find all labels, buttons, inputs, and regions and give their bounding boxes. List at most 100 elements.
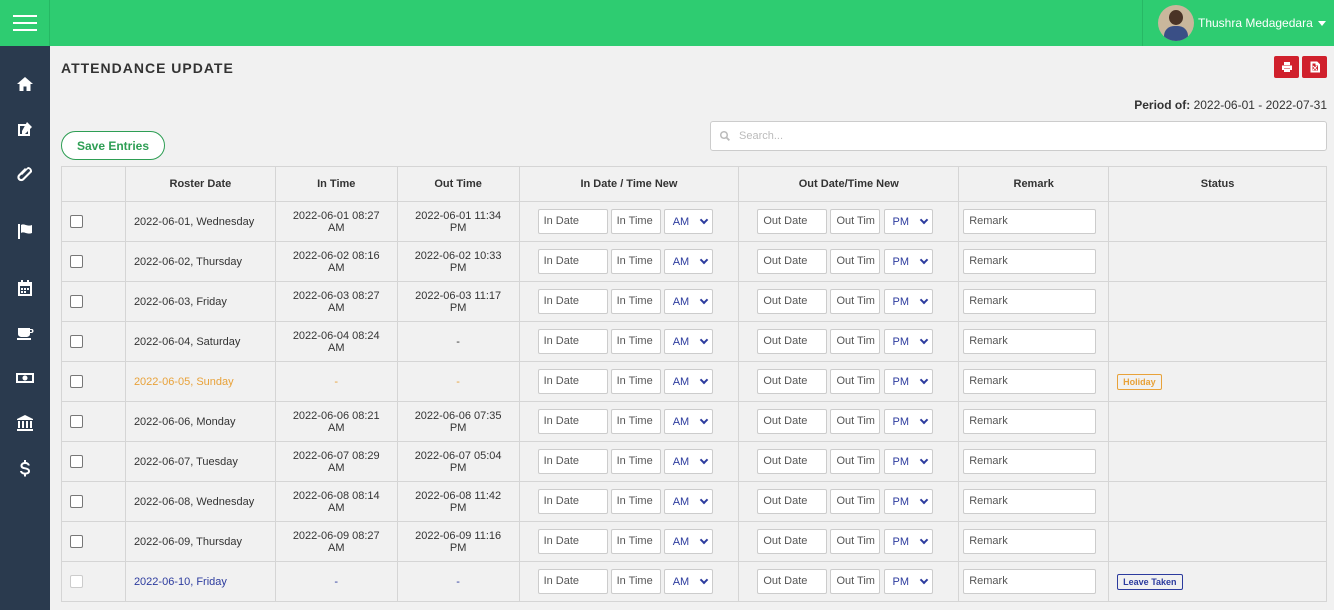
out-ampm-select[interactable]: PM xyxy=(883,369,933,394)
row-checkbox[interactable] xyxy=(70,535,83,548)
save-entries-button[interactable]: Save Entries xyxy=(61,131,165,160)
in-date-field[interactable]: In Date xyxy=(537,409,608,434)
in-date-field[interactable]: In Date xyxy=(537,529,608,554)
search-input[interactable] xyxy=(739,130,1299,142)
out-date-field[interactable]: Out Date xyxy=(757,569,828,594)
edit-icon[interactable] xyxy=(0,114,50,144)
coffee-icon[interactable] xyxy=(0,318,50,348)
menu-toggle-button[interactable] xyxy=(0,0,50,46)
row-checkbox[interactable] xyxy=(70,575,83,588)
out-ampm-select[interactable]: PM xyxy=(883,249,933,274)
in-time-field[interactable]: In Time xyxy=(610,369,661,394)
out-ampm-select[interactable]: PM xyxy=(883,449,933,474)
in-date-field[interactable]: In Date xyxy=(537,329,608,354)
out-date-field[interactable]: Out Date xyxy=(757,489,828,514)
out-time-field[interactable]: Out Tim xyxy=(830,449,881,474)
row-checkbox[interactable] xyxy=(70,415,83,428)
out-ampm-select[interactable]: PM xyxy=(883,569,933,594)
export-pdf-button[interactable] xyxy=(1302,56,1327,78)
in-date-field[interactable]: In Date xyxy=(537,209,608,234)
in-date-field[interactable]: In Date xyxy=(537,289,608,314)
out-ampm-select[interactable]: PM xyxy=(883,329,933,354)
in-date-field[interactable]: In Date xyxy=(537,449,608,474)
in-new-cell: In Date In Time AM xyxy=(518,481,740,522)
out-time-field[interactable]: Out Tim xyxy=(830,409,881,434)
print-button[interactable] xyxy=(1274,56,1299,78)
row-checkbox[interactable] xyxy=(70,215,83,228)
in-ampm-select[interactable]: AM xyxy=(663,329,713,354)
out-time-field[interactable]: Out Tim xyxy=(830,249,881,274)
money-icon[interactable] xyxy=(0,363,50,393)
in-time-field[interactable]: In Time xyxy=(610,489,661,514)
in-ampm-select[interactable]: AM xyxy=(663,409,713,434)
in-time-field[interactable]: In Time xyxy=(610,329,661,354)
row-checkbox[interactable] xyxy=(70,335,83,348)
out-time-field[interactable]: Out Tim xyxy=(830,569,881,594)
row-checkbox[interactable] xyxy=(70,495,83,508)
in-time-field[interactable]: In Time xyxy=(610,569,661,594)
remark-field[interactable]: Remark xyxy=(963,369,1097,394)
remark-field[interactable]: Remark xyxy=(963,489,1097,514)
out-ampm-select[interactable]: PM xyxy=(883,489,933,514)
select-header xyxy=(61,166,126,202)
remark-field[interactable]: Remark xyxy=(963,529,1097,554)
out-date-field[interactable]: Out Date xyxy=(757,209,828,234)
status-cell: Holiday xyxy=(1108,361,1327,402)
in-ampm-select[interactable]: AM xyxy=(663,209,713,234)
out-date-field[interactable]: Out Date xyxy=(757,449,828,474)
out-time-field[interactable]: Out Tim xyxy=(830,489,881,514)
in-ampm-select[interactable]: AM xyxy=(663,289,713,314)
in-date-field[interactable]: In Date xyxy=(537,489,608,514)
remark-field[interactable]: Remark xyxy=(963,409,1097,434)
out-time-field[interactable]: Out Tim xyxy=(830,529,881,554)
out-date-field[interactable]: Out Date xyxy=(757,329,828,354)
out-date-field[interactable]: Out Date xyxy=(757,369,828,394)
out-date-field[interactable]: Out Date xyxy=(757,409,828,434)
remark-field[interactable]: Remark xyxy=(963,569,1097,594)
out-date-field[interactable]: Out Date xyxy=(757,529,828,554)
user-menu[interactable]: Thushra Medagedara xyxy=(1142,0,1334,46)
out-time-field[interactable]: Out Tim xyxy=(830,369,881,394)
out-time-field[interactable]: Out Tim xyxy=(830,209,881,234)
row-checkbox[interactable] xyxy=(70,375,83,388)
in-ampm-select[interactable]: AM xyxy=(663,489,713,514)
in-ampm-select[interactable]: AM xyxy=(663,369,713,394)
out-ampm-select[interactable]: PM xyxy=(883,289,933,314)
in-time-field[interactable]: In Time xyxy=(610,289,661,314)
remark-field[interactable]: Remark xyxy=(963,249,1097,274)
out-date-field[interactable]: Out Date xyxy=(757,249,828,274)
dollar-icon[interactable] xyxy=(0,453,50,483)
in-time-field[interactable]: In Time xyxy=(610,209,661,234)
in-date-field[interactable]: In Date xyxy=(537,569,608,594)
out-time-field[interactable]: Out Tim xyxy=(830,289,881,314)
remark-field[interactable]: Remark xyxy=(963,329,1097,354)
select-cell xyxy=(61,201,126,242)
calendar-icon[interactable] xyxy=(0,273,50,303)
row-checkbox[interactable] xyxy=(70,295,83,308)
row-checkbox[interactable] xyxy=(70,455,83,468)
in-time-field[interactable]: In Time xyxy=(610,529,661,554)
in-ampm-select[interactable]: AM xyxy=(663,529,713,554)
out-ampm-select[interactable]: PM xyxy=(883,209,933,234)
in-ampm-select[interactable]: AM xyxy=(663,249,713,274)
in-time-field[interactable]: In Time xyxy=(610,449,661,474)
remark-field[interactable]: Remark xyxy=(963,289,1097,314)
in-time-field[interactable]: In Time xyxy=(610,409,661,434)
bank-icon[interactable] xyxy=(0,408,50,438)
paperclip-icon[interactable] xyxy=(0,159,50,189)
out-time-field[interactable]: Out Tim xyxy=(830,329,881,354)
in-time-field[interactable]: In Time xyxy=(610,249,661,274)
in-ampm-select[interactable]: AM xyxy=(663,569,713,594)
out-date-field[interactable]: Out Date xyxy=(757,289,828,314)
home-icon[interactable] xyxy=(0,69,50,99)
out-ampm-select[interactable]: PM xyxy=(883,409,933,434)
remark-field[interactable]: Remark xyxy=(963,209,1097,234)
remark-field[interactable]: Remark xyxy=(963,449,1097,474)
flag-icon[interactable] xyxy=(0,216,50,246)
in-ampm-select[interactable]: AM xyxy=(663,449,713,474)
in-date-field[interactable]: In Date xyxy=(537,369,608,394)
out-new-cell: Out Date Out Tim PM xyxy=(738,241,960,282)
row-checkbox[interactable] xyxy=(70,255,83,268)
in-date-field[interactable]: In Date xyxy=(537,249,608,274)
out-ampm-select[interactable]: PM xyxy=(883,529,933,554)
